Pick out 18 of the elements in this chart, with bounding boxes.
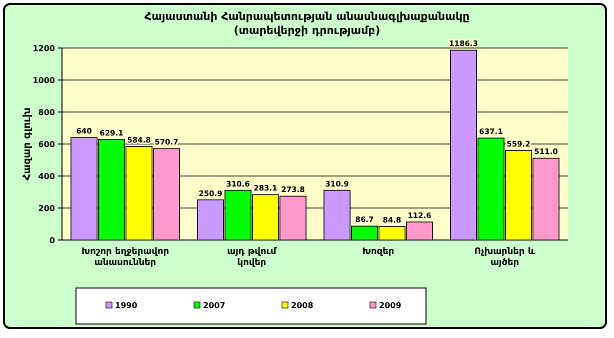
legend-label: 2008 [291, 301, 314, 310]
legend-label: 2007 [203, 301, 226, 310]
y-tick-label: 1200 [32, 44, 56, 53]
legend-label: 2009 [379, 301, 402, 310]
x-tick-label: Խոզեր [362, 247, 394, 257]
chart-title: Հայաստանի Հանրապետության անասնագլխաքանակը [144, 10, 470, 23]
y-tick-label: 1000 [32, 76, 56, 85]
y-tick-label: 600 [38, 140, 56, 149]
x-tick-label: այդ թվում կովեր [227, 247, 278, 268]
legend-label: 1990 [115, 301, 138, 310]
y-tick-label: 800 [38, 108, 56, 117]
chart-subtitle: (տարեվերջի դրությամբ) [234, 24, 380, 37]
x-tick-label: Խոշոր եղջերավոր անասուններ [81, 247, 170, 268]
y-tick-label: 200 [38, 204, 56, 213]
x-tick-label: Ոչխարներ և այծեր [474, 247, 536, 268]
y-tick-label: 0 [49, 236, 56, 245]
y-axis-title: Հազար գլուխ [22, 107, 33, 180]
y-tick-label: 400 [38, 172, 56, 181]
